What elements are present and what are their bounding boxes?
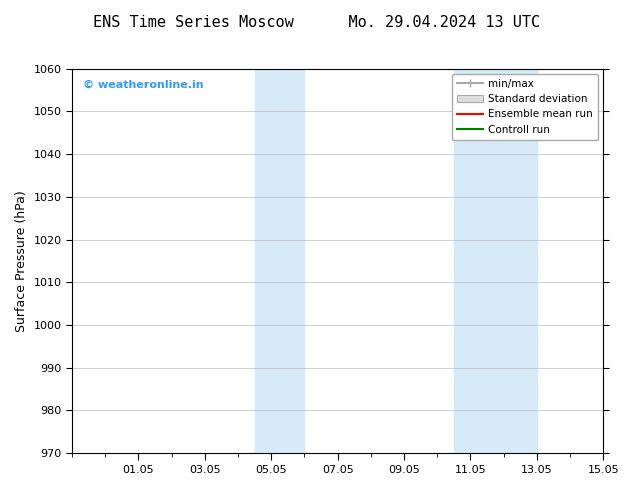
Text: ENS Time Series Moscow      Mo. 29.04.2024 13 UTC: ENS Time Series Moscow Mo. 29.04.2024 13… [93,15,541,30]
Bar [255,69,304,453]
Legend: min/max, Standard deviation, Ensemble mean run, Controll run: min/max, Standard deviation, Ensemble me… [451,74,598,140]
Bar [454,69,537,453]
Y-axis label: Surface Pressure (hPa): Surface Pressure (hPa) [15,190,28,332]
Text: © weatheronline.in: © weatheronline.in [82,80,204,90]
